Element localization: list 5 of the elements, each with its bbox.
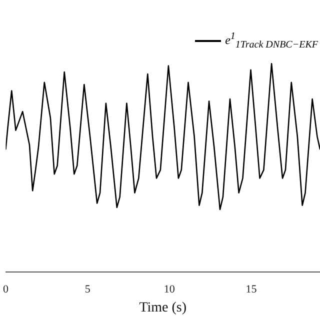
x-axis-title: Time (s) — [139, 300, 187, 316]
x-tick-label: 10 — [164, 283, 176, 296]
x-tick-label: 5 — [84, 283, 91, 296]
x-tick-label: 0 — [3, 283, 9, 296]
x-tick-label: 15 — [246, 283, 258, 296]
